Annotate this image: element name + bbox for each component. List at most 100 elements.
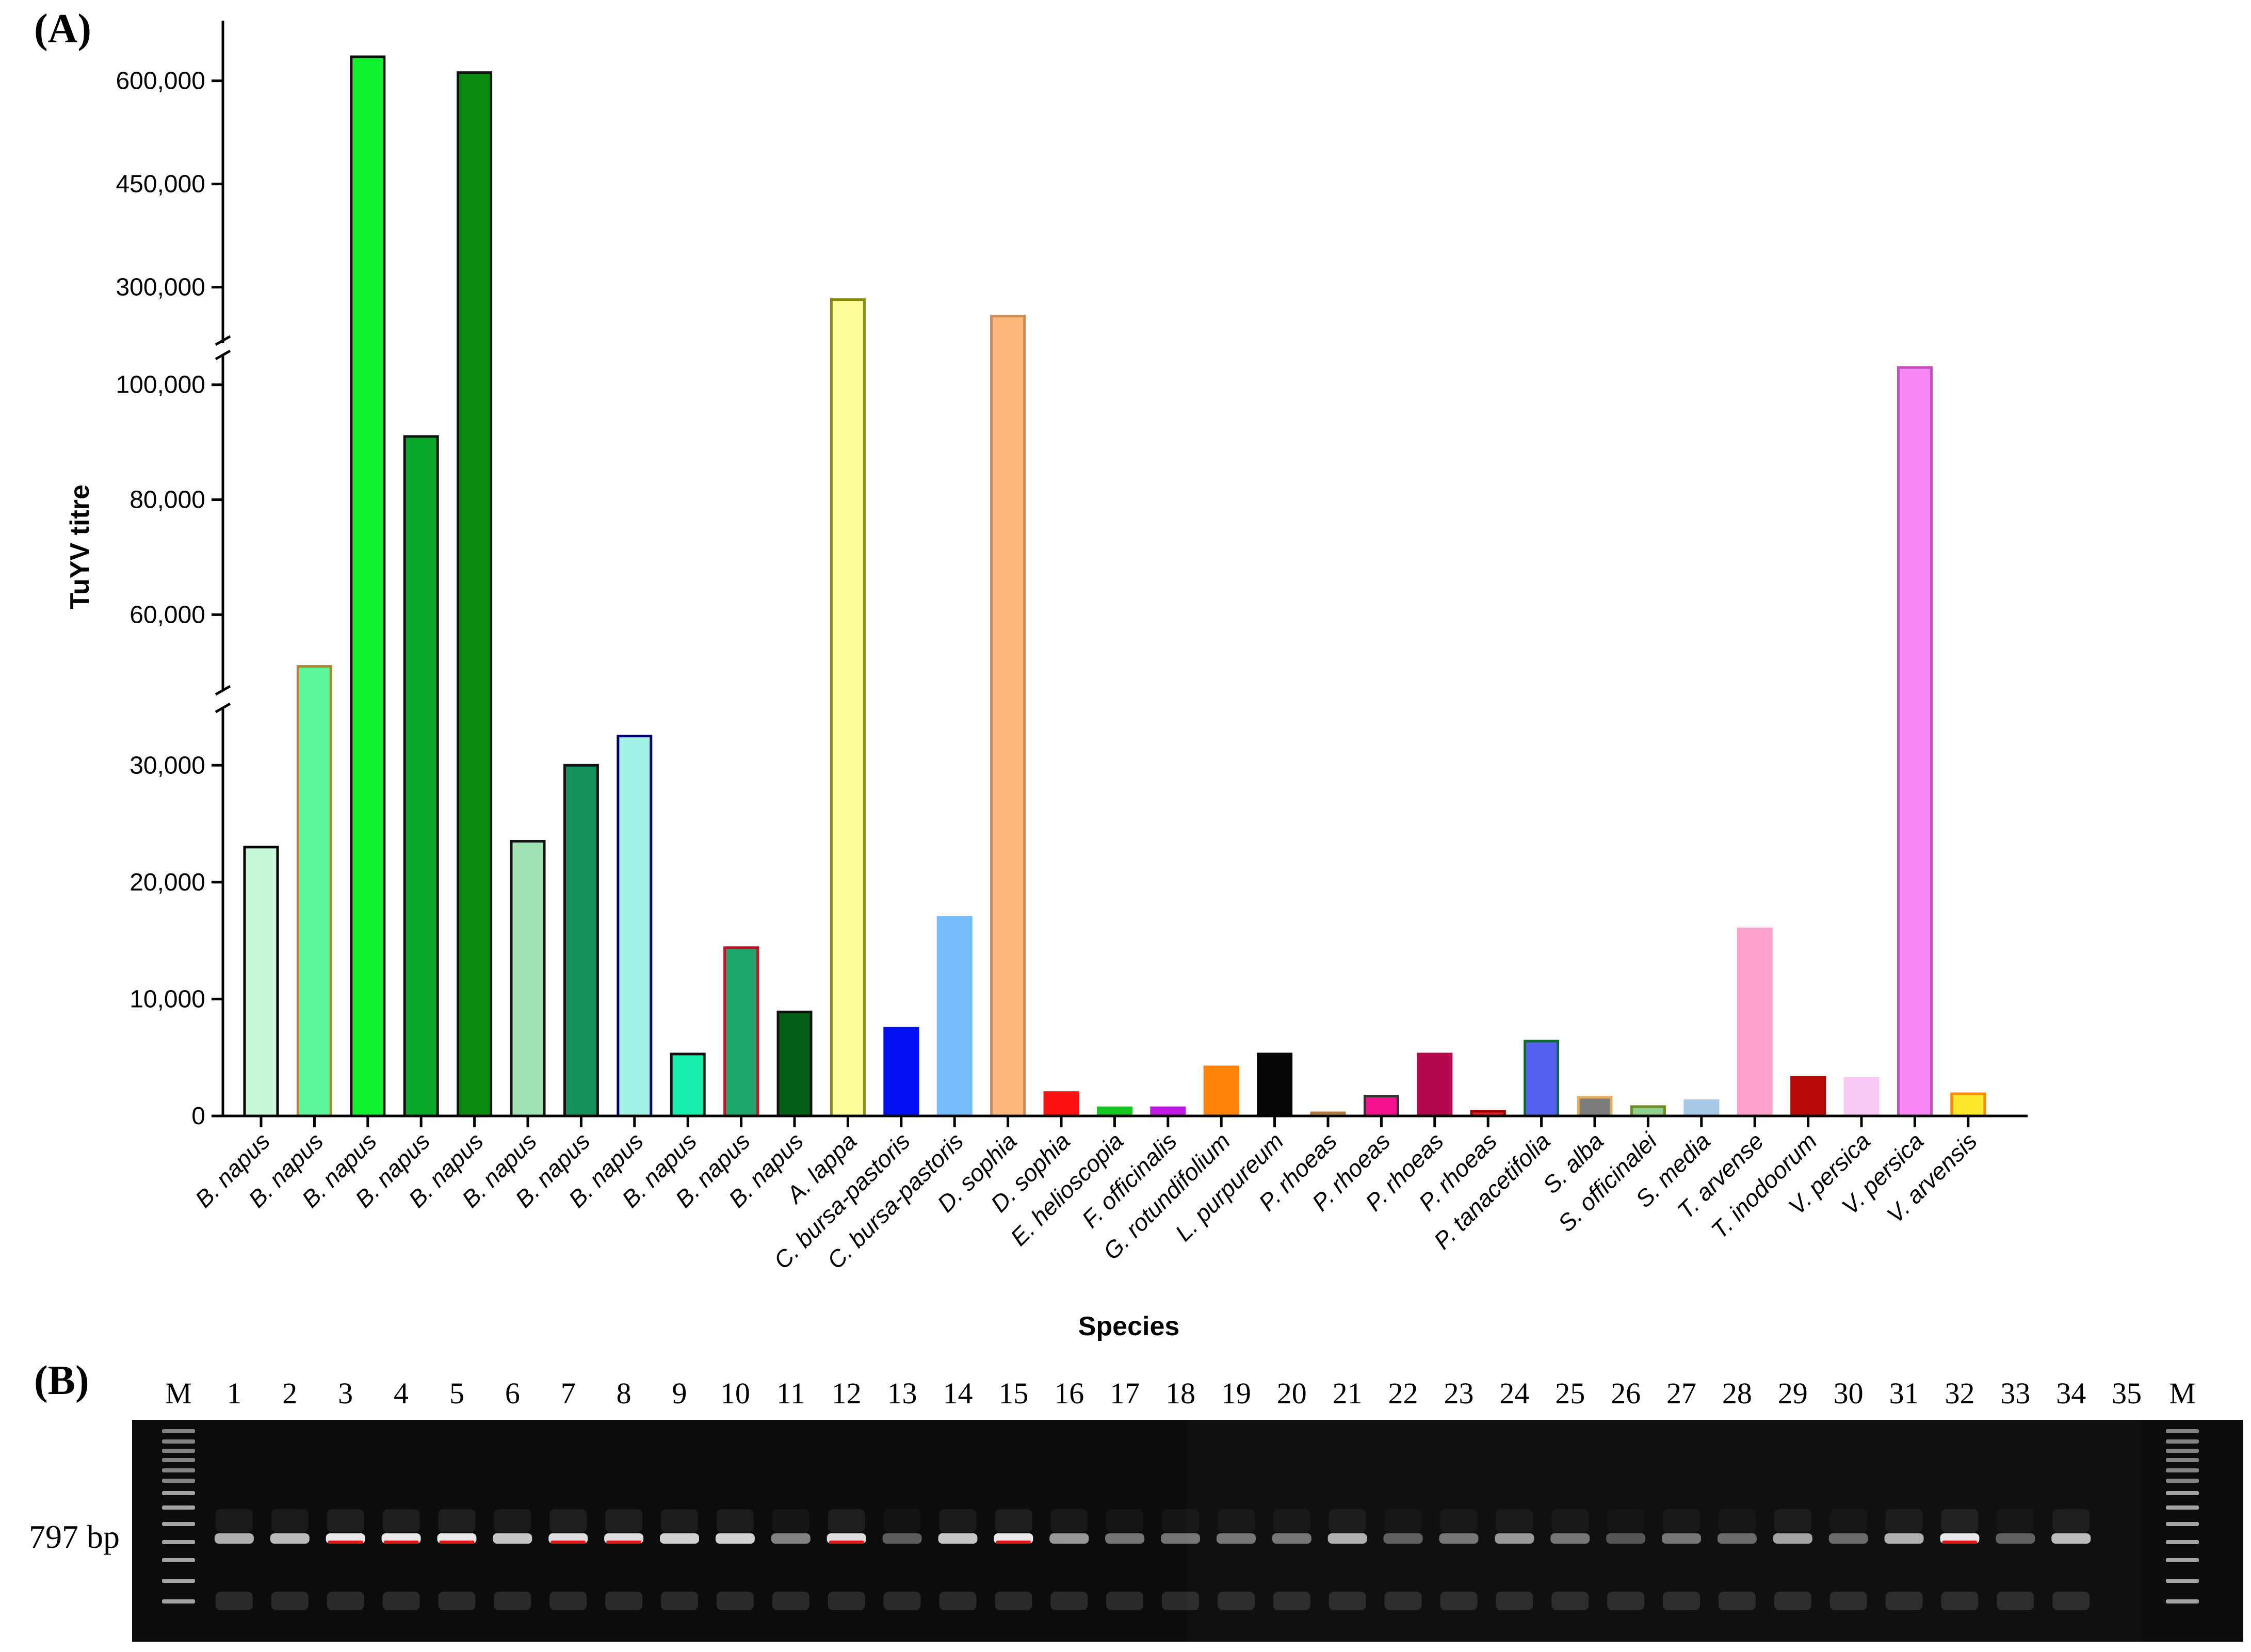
bar bbox=[1843, 1077, 1880, 1117]
lane-label: 24 bbox=[1499, 1376, 1529, 1410]
primer-dimer bbox=[1551, 1592, 1589, 1610]
dna-band bbox=[1717, 1533, 1757, 1544]
dna-band bbox=[1996, 1533, 2035, 1544]
lane-label: 30 bbox=[1834, 1376, 1864, 1410]
bar bbox=[1363, 1094, 1399, 1117]
lane-label: 19 bbox=[1221, 1376, 1251, 1410]
bar bbox=[243, 846, 279, 1117]
band-smear bbox=[438, 1509, 476, 1532]
band-smear bbox=[995, 1509, 1032, 1532]
lane-label: 22 bbox=[1388, 1376, 1418, 1410]
dna-band bbox=[882, 1533, 922, 1544]
lane-label: 23 bbox=[1444, 1376, 1473, 1410]
bar bbox=[510, 840, 546, 1117]
dna-band bbox=[1049, 1533, 1089, 1544]
ladder-band bbox=[2166, 1540, 2199, 1544]
bars bbox=[243, 55, 1986, 1117]
lane-label: 31 bbox=[1889, 1376, 1919, 1410]
lane-label: 10 bbox=[720, 1376, 750, 1410]
dna-band bbox=[1216, 1533, 1256, 1544]
bar bbox=[990, 315, 1026, 1117]
gel-lane-labels: M 1 2 3 4 5 6 7 8 9 10 11 12 13 14 15 16 17 18 19 20 21 22 23 24… bbox=[165, 1376, 2196, 1410]
band-smear bbox=[1997, 1509, 2034, 1532]
band-smear bbox=[1329, 1509, 1366, 1532]
band-smear bbox=[1050, 1509, 1088, 1532]
dna-band bbox=[771, 1533, 811, 1544]
primer-dimer bbox=[2052, 1592, 2090, 1610]
bar bbox=[1524, 1040, 1560, 1117]
band-smear bbox=[661, 1509, 698, 1532]
primer-dimer bbox=[438, 1592, 476, 1610]
ladder-band bbox=[2166, 1558, 2199, 1562]
lane-label: 13 bbox=[887, 1376, 917, 1410]
primer-dimer bbox=[1774, 1592, 1811, 1610]
y-axis: 0 10,000 20,000 30,000 60,000 80,000 100,000 30… bbox=[116, 21, 231, 1130]
lane-label: 35 bbox=[2112, 1376, 2142, 1410]
y-tick-label: 300,000 bbox=[116, 274, 205, 301]
y-tick-label: 30,000 bbox=[129, 752, 205, 779]
primer-dimer bbox=[549, 1592, 587, 1610]
lane-label: 27 bbox=[1666, 1376, 1696, 1410]
band-smear bbox=[327, 1509, 364, 1532]
lane-label: 20 bbox=[1277, 1376, 1307, 1410]
primer-dimer bbox=[828, 1592, 865, 1610]
primer-dimer bbox=[1885, 1592, 1923, 1610]
ladder-band bbox=[162, 1479, 195, 1483]
ladder-band bbox=[2166, 1458, 2199, 1462]
ladder-band bbox=[2166, 1505, 2199, 1510]
band-smear bbox=[1885, 1509, 1923, 1532]
y-tick-label: 600,000 bbox=[116, 68, 205, 95]
lane-label: 29 bbox=[1778, 1376, 1808, 1410]
ladder-band bbox=[2166, 1449, 2199, 1453]
primer-dimer bbox=[716, 1592, 754, 1610]
lane-label: 16 bbox=[1054, 1376, 1084, 1410]
band-smear bbox=[494, 1509, 531, 1532]
band-smear bbox=[1718, 1509, 1756, 1532]
band-smear bbox=[1384, 1509, 1422, 1532]
ladder-band bbox=[162, 1599, 195, 1604]
dna-band bbox=[493, 1533, 532, 1544]
panel-b-label: (B) bbox=[34, 1358, 89, 1403]
band-smear bbox=[2052, 1509, 2090, 1532]
primer-dimer bbox=[1217, 1592, 1255, 1610]
bar bbox=[1417, 1052, 1453, 1117]
bar bbox=[1203, 1065, 1239, 1117]
band-smear bbox=[828, 1509, 865, 1532]
saturated-band-edge bbox=[606, 1541, 642, 1544]
bar bbox=[1043, 1091, 1079, 1117]
ladder-band bbox=[2166, 1479, 2199, 1483]
lane-label: 8 bbox=[617, 1376, 631, 1410]
y-tick-label: 10,000 bbox=[129, 985, 205, 1013]
bar bbox=[723, 946, 759, 1117]
saturated-band-edge bbox=[383, 1541, 419, 1544]
axis-break-mark bbox=[215, 702, 231, 714]
band-smear bbox=[1663, 1509, 1700, 1532]
ladder-band bbox=[2166, 1599, 2199, 1604]
lane-label: 18 bbox=[1165, 1376, 1195, 1410]
primer-dimer bbox=[605, 1592, 643, 1610]
saturated-band-edge bbox=[996, 1541, 1031, 1544]
x-axis-title: Species bbox=[1078, 1311, 1180, 1341]
lane-label: 12 bbox=[832, 1376, 862, 1410]
saturated-band-edge bbox=[439, 1541, 475, 1544]
bar-chart: 0 10,000 20,000 30,000 60,000 80,000 100,000 30… bbox=[65, 21, 2028, 1341]
lane-label: 17 bbox=[1110, 1376, 1140, 1410]
bar bbox=[1790, 1076, 1826, 1117]
primer-dimer bbox=[1050, 1592, 1088, 1610]
primer-dimer bbox=[1663, 1592, 1700, 1610]
bar bbox=[1257, 1052, 1293, 1117]
ladder-band bbox=[2166, 1491, 2199, 1495]
saturated-band-edge bbox=[550, 1541, 586, 1544]
ladder-band bbox=[2166, 1439, 2199, 1444]
lane-label: 25 bbox=[1555, 1376, 1585, 1410]
bar bbox=[830, 298, 866, 1117]
bar bbox=[936, 916, 973, 1117]
dna-band bbox=[2051, 1533, 2091, 1544]
primer-dimer bbox=[1440, 1592, 1478, 1610]
gel-right-segment bbox=[1187, 1420, 2141, 1642]
lane-label: 9 bbox=[672, 1376, 687, 1410]
axis-break-mark bbox=[215, 349, 231, 361]
band-smear bbox=[1496, 1509, 1533, 1532]
band-smear bbox=[1774, 1509, 1811, 1532]
band-smear bbox=[1217, 1509, 1255, 1532]
